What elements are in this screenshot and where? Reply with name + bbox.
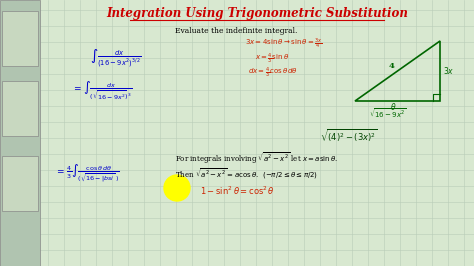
Text: $\sqrt{(4)^2-(3x)^2}$: $\sqrt{(4)^2-(3x)^2}$ — [320, 127, 378, 145]
Text: Integration Using Trigonometric Substitution: Integration Using Trigonometric Substitu… — [106, 7, 408, 20]
Text: $\sqrt{16-9x^2}$: $\sqrt{16-9x^2}$ — [369, 107, 407, 121]
Bar — [2, 11, 38, 66]
Text: $\int \frac{dx}{(16-9x^2)^{3/2}}$: $\int \frac{dx}{(16-9x^2)^{3/2}}$ — [90, 47, 141, 69]
Text: For integrals involving $\sqrt{a^2-x^2}$ let $x=a\sin\theta$.: For integrals involving $\sqrt{a^2-x^2}$… — [175, 150, 338, 166]
Bar — [2, 156, 38, 211]
Text: $\theta$: $\theta$ — [390, 101, 396, 111]
Text: $3x$: $3x$ — [443, 65, 455, 77]
Text: $= \frac{4}{3}\int \frac{\cos\theta\, d\theta}{(\sqrt{16-|\mathit{bsi}}\ )}$: $= \frac{4}{3}\int \frac{\cos\theta\, d\… — [55, 163, 120, 185]
Circle shape — [164, 175, 190, 201]
Text: Evaluate the indefinite integral.: Evaluate the indefinite integral. — [175, 27, 297, 35]
Text: Then $\sqrt{a^2-x^2}=a\cos\theta$.  $(-\pi/2\leq\theta\leq\pi/2)$: Then $\sqrt{a^2-x^2}=a\cos\theta$. $(-\p… — [175, 167, 318, 181]
Text: $dx = \frac{4}{3}\cos\theta\, d\theta$: $dx = \frac{4}{3}\cos\theta\, d\theta$ — [248, 66, 298, 80]
Text: $x = \frac{4}{3}\sin\theta$: $x = \frac{4}{3}\sin\theta$ — [255, 52, 289, 66]
Text: 4: 4 — [389, 62, 395, 70]
Bar — [0, 0, 40, 266]
Text: $3x = 4\sin\theta \rightarrow \sin\theta = \frac{3x}{4}$: $3x = 4\sin\theta \rightarrow \sin\theta… — [245, 37, 323, 51]
Text: $1-\sin^2\theta=\cos^2\theta$: $1-\sin^2\theta=\cos^2\theta$ — [200, 185, 275, 197]
Text: $= \int \frac{dx}{(\sqrt{16-9x^2})^3}$: $= \int \frac{dx}{(\sqrt{16-9x^2})^3}$ — [72, 79, 132, 103]
Bar — [2, 81, 38, 136]
